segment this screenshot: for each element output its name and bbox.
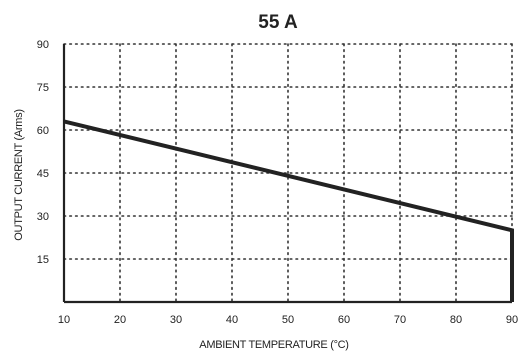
axes [62,44,512,304]
y-tick-label-45: 45 [37,168,49,180]
y-tick-label-30: 30 [37,211,49,223]
x-tick-label-20: 20 [114,314,126,326]
x-tick-label-50: 50 [282,314,294,326]
x-tick-label-70: 70 [394,314,406,326]
x-tick-label-40: 40 [226,314,238,326]
x-tick-label-30: 30 [170,314,182,326]
y-tick-labels: 15 30 45 60 75 90 [37,39,49,266]
gridlines [63,43,513,303]
x-tick-label-80: 80 [450,314,462,326]
x-tick-labels: 10 20 30 40 50 60 70 80 90 [58,314,518,326]
series [63,119,514,302]
y-tick-label-90: 90 [37,39,49,51]
series-line-0 [63,119,514,302]
chart-title: 55 A [258,12,298,33]
x-tick-label-10: 10 [58,314,70,326]
y-tick-label-75: 75 [37,82,49,94]
y-tick-label-60: 60 [37,125,49,137]
y-axis-label: OUTPUT CURRENT (Arms) [13,109,25,240]
y-tick-label-15: 15 [37,254,49,266]
x-tick-label-60: 60 [338,314,350,326]
x-axis-label: AMBIENT TEMPERATURE (°C) [199,339,348,351]
x-tick-label-90: 90 [506,314,518,326]
